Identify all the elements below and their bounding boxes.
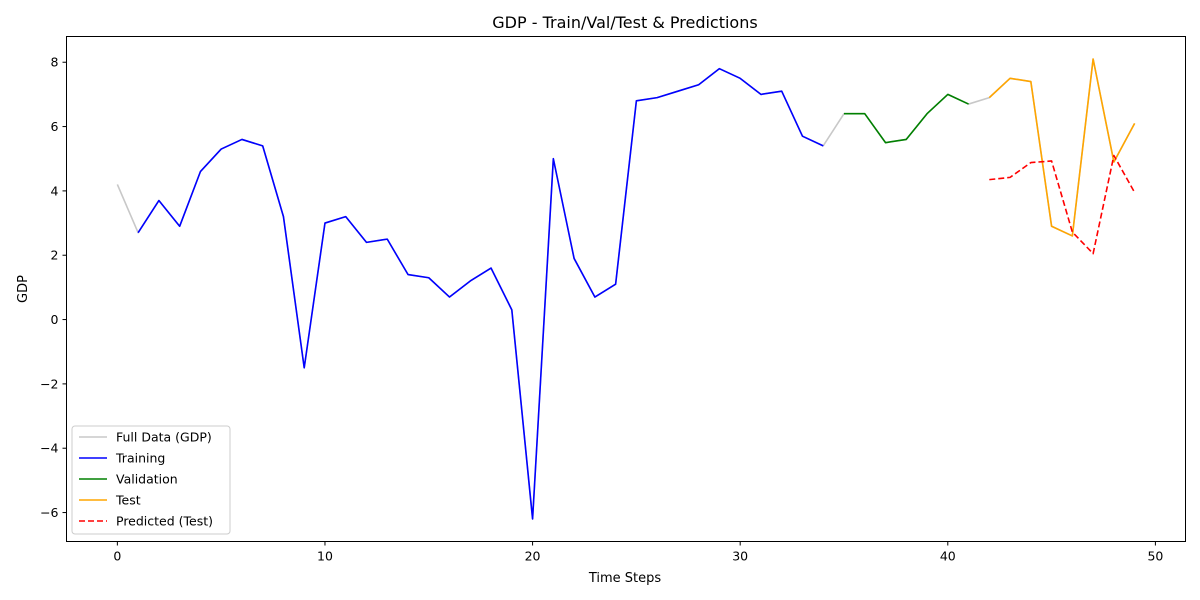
plot-frame [66,36,1186,542]
chart-title: GDP - Train/Val/Test & Predictions [492,13,757,32]
y-tick-label: −2 [40,376,58,391]
x-tick-label: 20 [525,549,541,564]
series-line-predicted-test [989,154,1136,255]
plot-lines [116,58,1136,520]
legend-label-test: Test [115,493,141,508]
legend-label-full-data-gdp: Full Data (GDP) [116,430,212,445]
y-axis-label: GDP [16,275,31,303]
x-tick-label: 0 [113,549,121,564]
y-tick-label: 2 [51,248,59,263]
y-tick-label: 4 [51,183,59,198]
x-tick-label: 10 [317,549,333,564]
series-line-test [988,58,1136,237]
legend-label-validation: Validation [116,472,178,487]
series-line-training [137,67,824,520]
series-line-full-data-gdp [116,58,1136,520]
x-axis: 0 10 20 30 40 50 [113,541,1163,564]
y-tick-label: 8 [51,55,59,70]
y-tick-label: 6 [51,119,59,134]
x-tick-label: 40 [940,549,956,564]
y-tick-label: −4 [40,441,58,456]
legend-box [71,425,231,535]
series-line-validation [843,93,969,144]
legend: Full Data (GDP) Training Validation Test Pre… [71,425,231,535]
x-tick-label: 30 [732,549,748,564]
y-axis: −6 −4 −2 0 2 4 6 8 [40,55,67,520]
x-axis-label: Time Steps [588,571,662,586]
y-tick-label: 0 [51,312,59,327]
legend-label-predicted-test: Predicted (Test) [116,514,213,529]
x-tick-label: 50 [1147,549,1163,564]
legend-label-training: Training [115,451,165,466]
y-tick-label: −6 [40,505,58,520]
